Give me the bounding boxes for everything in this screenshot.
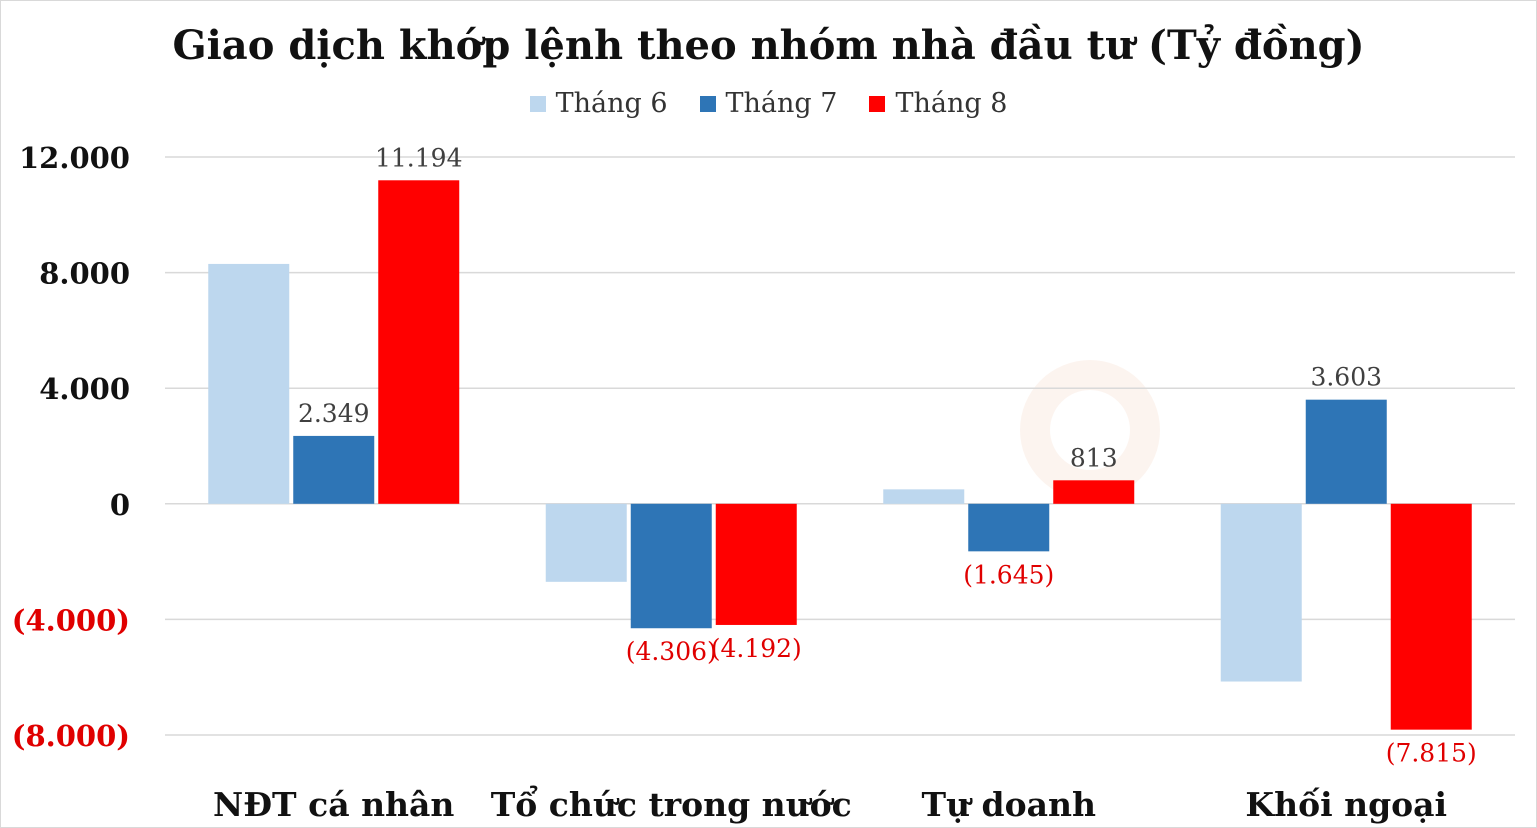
y-tick-label: (4.000) [12, 603, 130, 637]
bar [545, 503, 627, 582]
x-category-label: NĐT cá nhân [213, 785, 454, 824]
x-category-label: Tổ chức trong nước [491, 784, 852, 824]
y-tick-label: 8.000 [39, 257, 130, 291]
data-label: 11.194 [375, 143, 462, 172]
data-label: (4.306) [626, 637, 717, 666]
bar [715, 503, 797, 625]
legend-swatch [869, 95, 886, 112]
legend-label: Tháng 7 [725, 88, 838, 119]
bar [630, 503, 712, 629]
data-label: (4.192) [711, 634, 802, 663]
y-tick-label: (8.000) [12, 719, 130, 753]
legend: Tháng 6 Tháng 7 Tháng 8 [0, 88, 1537, 119]
data-label: (1.645) [963, 560, 1054, 589]
legend-swatch [529, 95, 546, 112]
data-label: 3.603 [1310, 363, 1382, 392]
legend-label: Tháng 6 [555, 88, 668, 119]
bar [968, 503, 1050, 552]
legend-item-3: Tháng 8 [869, 88, 1007, 119]
x-category-label: Tự doanh [922, 785, 1097, 824]
data-label: (7.815) [1386, 739, 1477, 768]
legend-label: Tháng 8 [895, 88, 1008, 119]
bar [208, 263, 290, 504]
bar [378, 180, 460, 504]
legend-item-1: Tháng 6 [529, 88, 668, 119]
legend-item-2: Tháng 7 [699, 88, 838, 119]
y-tick-label: 0 [110, 488, 130, 522]
bar [1220, 503, 1302, 682]
y-tick-label: 12.000 [19, 141, 130, 175]
bar [883, 489, 965, 504]
bar [1305, 399, 1387, 504]
data-label: 2.349 [298, 399, 370, 428]
bar [293, 435, 375, 504]
bar [1390, 503, 1472, 730]
legend-swatch [699, 95, 716, 112]
data-label: 813 [1070, 443, 1118, 472]
x-category-label: Khối ngoại [1245, 785, 1447, 824]
bar [1053, 480, 1135, 504]
y-tick-label: 4.000 [39, 372, 130, 406]
chart-title: Giao dịch khớp lệnh theo nhóm nhà đầu tư… [172, 22, 1365, 69]
